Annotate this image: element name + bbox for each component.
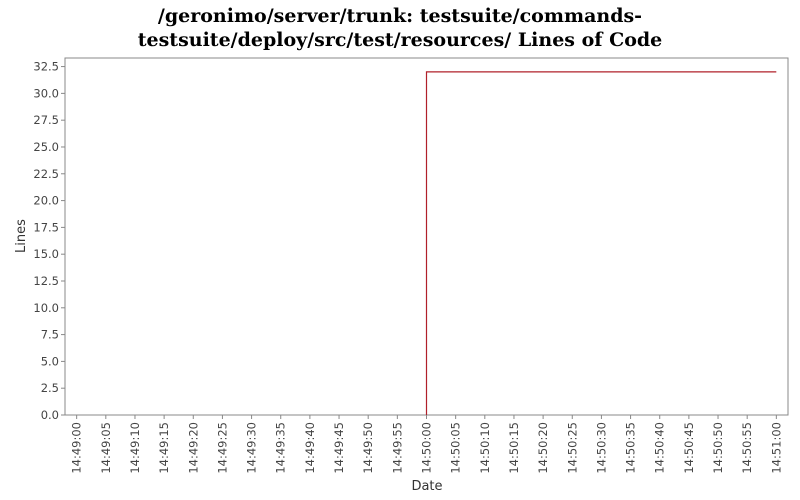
chart-title-line-1: /geronimo/server/trunk: testsuite/comman… [158,5,642,27]
x-tick-label: 14:49:50 [361,422,375,474]
y-tick-label: 15.0 [33,247,59,261]
y-axis-label: Lines [14,219,29,253]
y-tick-label: 30.0 [33,86,59,100]
x-tick-label: 14:51:00 [769,422,783,474]
x-tick-label: 14:49:00 [70,422,84,474]
y-tick-label: 5.0 [41,354,59,368]
x-tick-label: 14:50:40 [653,422,667,474]
x-tick-label: 14:50:15 [507,422,521,474]
x-tick-label: 14:50:20 [536,422,550,474]
x-tick-label: 14:50:05 [449,422,463,474]
y-tick-label: 27.5 [33,113,59,127]
x-tick-label: 14:49:15 [157,422,171,474]
y-tick-label: 12.5 [33,274,59,288]
x-tick-label: 14:50:10 [478,422,492,474]
x-axis: 14:49:00 14:49:05 14:49:10 14:49:15 14:49:20… [70,415,783,474]
x-tick-label: 14:49:30 [245,422,259,474]
x-tick-label: 14:49:35 [274,422,288,474]
x-tick-label: 14:49:25 [215,422,229,474]
x-tick-label: 14:49:05 [99,422,113,474]
y-axis: 0.0 2.5 5.0 7.5 10.0 12.5 15.0 17.5 20.0 22.5 25.0… [33,60,65,422]
chart-title-line-2: testsuite/deploy/src/test/resources/ Lin… [138,29,663,51]
x-tick-label: 14:50:50 [711,422,725,474]
x-tick-label: 14:49:10 [128,422,142,474]
y-tick-label: 7.5 [41,328,59,342]
y-tick-label: 22.5 [33,167,59,181]
x-tick-label: 14:49:55 [390,422,404,474]
x-tick-label: 14:50:25 [565,422,579,474]
x-axis-label: Date [411,479,442,494]
y-tick-label: 0.0 [41,408,59,422]
y-tick-label: 17.5 [33,220,59,234]
series-line [425,71,777,415]
series-layer [425,71,777,415]
x-tick-label: 14:49:40 [303,422,317,474]
x-tick-label: 14:50:55 [740,422,754,474]
x-tick-label: 14:50:35 [624,422,638,474]
y-tick-label: 20.0 [33,194,59,208]
x-tick-label: 14:49:45 [332,422,346,474]
y-tick-label: 10.0 [33,301,59,315]
y-tick-label: 2.5 [41,381,59,395]
x-tick-label: 14:49:20 [186,422,200,474]
y-tick-label: 32.5 [33,60,59,74]
x-tick-label: 14:50:30 [594,422,608,474]
x-tick-label: 14:50:00 [420,422,434,474]
x-tick-label: 14:50:45 [682,422,696,474]
y-tick-label: 25.0 [33,140,59,154]
